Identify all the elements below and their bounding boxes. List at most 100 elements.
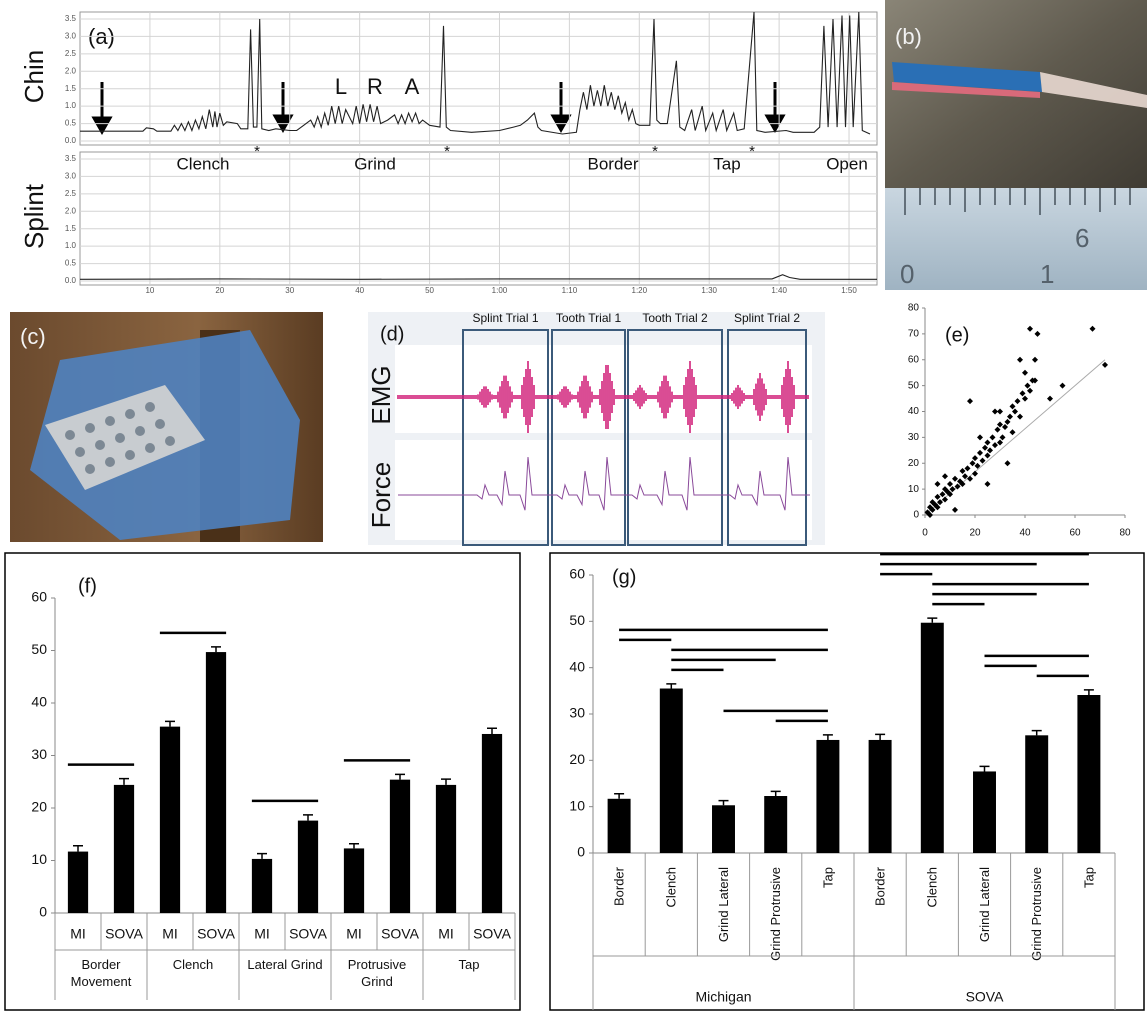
scatter-point bbox=[982, 445, 988, 451]
x-tick-label: 80 bbox=[1119, 528, 1131, 539]
x-tick-label: 1:50 bbox=[841, 286, 857, 295]
x-tick-label: 30 bbox=[285, 286, 294, 295]
scatter-point bbox=[1022, 370, 1028, 376]
scatter-point bbox=[942, 496, 948, 502]
y-tick-label: 0.0 bbox=[65, 136, 77, 145]
scatter-point bbox=[1027, 388, 1033, 394]
panel-g-frame bbox=[550, 553, 1144, 1010]
scatter-point bbox=[1035, 331, 1041, 337]
x-tick-label: MI bbox=[254, 926, 270, 942]
y-tick-label: 60 bbox=[908, 354, 920, 365]
scatter-point bbox=[1015, 398, 1021, 404]
scatter-point bbox=[1060, 383, 1066, 389]
y-tick-label: 80 bbox=[908, 303, 920, 314]
x-tick-label: Clench bbox=[664, 867, 679, 907]
bar bbox=[764, 796, 787, 853]
x-tick-label: Border bbox=[612, 866, 627, 906]
bar bbox=[390, 780, 410, 913]
y-tick-label: 0.5 bbox=[65, 259, 77, 268]
x-tick-label: 0 bbox=[922, 528, 928, 539]
scatter-point bbox=[972, 471, 978, 477]
y-tick-label: 3.5 bbox=[65, 154, 77, 163]
y-tick-label: 2.0 bbox=[65, 66, 77, 75]
y-tick-label: 2.5 bbox=[65, 49, 77, 58]
bar bbox=[973, 771, 996, 853]
x-tick-label: 1:20 bbox=[632, 286, 648, 295]
scatter-point bbox=[985, 440, 991, 446]
scatter-point bbox=[1005, 460, 1011, 466]
event-label: Clench bbox=[177, 154, 230, 173]
bar bbox=[921, 623, 944, 853]
group-label: SOVA bbox=[966, 989, 1005, 1005]
scatter-point bbox=[1007, 414, 1013, 420]
y-tick-label: 30 bbox=[569, 705, 585, 721]
error-bar bbox=[395, 774, 405, 779]
bar bbox=[160, 727, 180, 913]
scatter-point bbox=[980, 458, 986, 464]
scatter-point bbox=[1010, 403, 1016, 409]
x-tick-label: 1:00 bbox=[492, 286, 508, 295]
x-tick-label: MI bbox=[162, 926, 178, 942]
x-tick-label: SOVA bbox=[197, 926, 236, 942]
scatter-point bbox=[960, 468, 966, 474]
scatter-point bbox=[995, 427, 1001, 433]
group-label: Michigan bbox=[695, 989, 751, 1005]
marker: * bbox=[749, 143, 755, 160]
event-label: Open bbox=[826, 154, 868, 173]
scatter-point bbox=[967, 476, 973, 482]
annotation: L bbox=[335, 74, 347, 99]
scatter-point bbox=[967, 398, 973, 404]
y-tick-label: 20 bbox=[569, 751, 585, 767]
trial-label: Splint Trial 2 bbox=[734, 311, 800, 325]
bar bbox=[482, 734, 502, 913]
scatter-point bbox=[997, 421, 1003, 427]
error-bar bbox=[349, 844, 359, 849]
error-bar bbox=[1032, 731, 1042, 736]
trial-label: Splint Trial 1 bbox=[472, 311, 538, 325]
error-bar bbox=[666, 684, 676, 689]
error-bar bbox=[211, 647, 221, 652]
y-tick-label: 2.0 bbox=[65, 206, 77, 215]
figure: (b) 6 0 1 (c) (d) EMG Force Splint Trial… bbox=[0, 0, 1147, 1012]
y-tick-label: 60 bbox=[569, 566, 585, 582]
bar bbox=[436, 785, 456, 913]
x-tick-label: MI bbox=[438, 926, 454, 942]
scatter-point bbox=[977, 434, 983, 440]
y-tick-label: 3.5 bbox=[65, 14, 77, 23]
scatter-point bbox=[942, 473, 948, 479]
scatter-point bbox=[950, 486, 956, 492]
scatter-point bbox=[1047, 396, 1053, 402]
x-tick-label: MI bbox=[70, 926, 86, 942]
channel-label: Force bbox=[366, 462, 396, 528]
x-tick-label: 1:40 bbox=[771, 286, 787, 295]
group-label: Border Movement bbox=[59, 956, 143, 990]
scatter-point bbox=[1005, 419, 1011, 425]
y-tick-label: 3.0 bbox=[65, 172, 77, 181]
y-tick-label: 0 bbox=[577, 844, 585, 860]
marker: * bbox=[444, 143, 450, 160]
error-bar bbox=[257, 854, 267, 859]
series-label: Chin bbox=[19, 50, 49, 103]
x-tick-label: MI bbox=[346, 926, 362, 942]
y-tick-label: 40 bbox=[31, 694, 47, 710]
bar bbox=[660, 689, 683, 853]
x-tick-label: 40 bbox=[1019, 528, 1031, 539]
ruler-label: 0 bbox=[900, 259, 914, 289]
bar bbox=[68, 852, 88, 913]
annotation: A bbox=[405, 74, 420, 99]
x-tick-label: 1:10 bbox=[562, 286, 578, 295]
error-bar bbox=[875, 734, 885, 740]
force-area bbox=[395, 440, 812, 540]
x-tick-label: Grind Lateral bbox=[716, 867, 731, 942]
y-tick-label: 40 bbox=[569, 658, 585, 674]
error-bar bbox=[719, 801, 729, 806]
error-bar bbox=[771, 791, 781, 796]
group-label: Tap bbox=[427, 956, 511, 973]
bar bbox=[1077, 695, 1100, 853]
group-label: Clench bbox=[151, 956, 235, 973]
scatter-point bbox=[1017, 414, 1023, 420]
x-tick-label: Grind Lateral bbox=[977, 867, 992, 942]
y-tick-label: 3.0 bbox=[65, 32, 77, 41]
x-tick-label: 50 bbox=[425, 286, 434, 295]
